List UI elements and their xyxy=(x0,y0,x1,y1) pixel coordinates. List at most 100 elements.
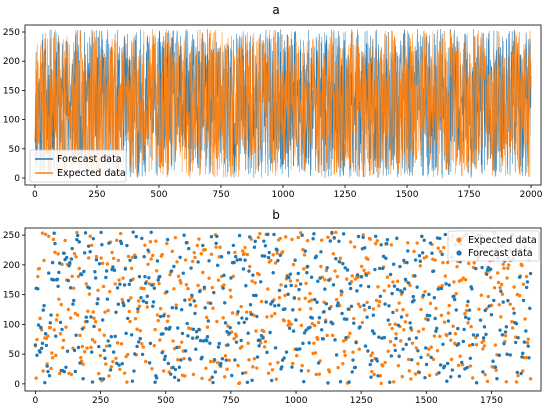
chart-b-point-forecast-data xyxy=(415,285,419,289)
chart-b-point-expected-data xyxy=(402,328,406,332)
chart-b-point-forecast-data xyxy=(521,298,526,303)
chart-b-point-forecast-data xyxy=(193,311,197,316)
chart-b-point-forecast-data xyxy=(166,361,171,366)
chart-b-point-expected-data xyxy=(84,282,88,286)
chart-b-point-expected-data xyxy=(486,294,491,299)
chart-b-point-forecast-data xyxy=(492,298,496,303)
chart-b-point-forecast-data xyxy=(475,333,480,337)
chart-b-point-forecast-data xyxy=(42,303,46,308)
chart-b-point-forecast-data xyxy=(245,380,250,384)
chart-b-point-forecast-data xyxy=(68,286,73,290)
chart-b-point-forecast-data xyxy=(470,342,475,347)
chart-b-point-expected-data xyxy=(101,261,105,265)
chart-b-point-forecast-data xyxy=(424,346,428,350)
chart-b-point-expected-data xyxy=(99,256,103,260)
chart-b-point-forecast-data xyxy=(501,300,505,304)
chart-b-point-forecast-data xyxy=(520,355,524,359)
chart-b-point-forecast-data xyxy=(87,286,92,290)
chart-b-point-expected-data xyxy=(370,369,374,374)
chart-b-point-expected-data xyxy=(312,323,317,328)
chart-b-point-expected-data xyxy=(452,280,456,284)
chart-b-point-forecast-data xyxy=(219,254,224,259)
chart-b-point-forecast-data xyxy=(268,330,272,335)
chart-b-point-forecast-data xyxy=(462,327,466,332)
chart-b-point-forecast-data xyxy=(104,275,108,280)
chart-b-point-forecast-data xyxy=(242,320,246,325)
chart-b-point-forecast-data xyxy=(250,378,254,383)
chart-b-point-forecast-data xyxy=(506,298,510,303)
chart-b-point-expected-data xyxy=(270,368,275,372)
chart-b-point-expected-data xyxy=(54,353,58,358)
chart-b-point-expected-data xyxy=(153,327,157,332)
chart-b-point-expected-data xyxy=(156,318,160,323)
chart-b-point-forecast-data xyxy=(136,307,140,311)
chart-b-point-forecast-data xyxy=(241,267,246,271)
chart-b-point-forecast-data xyxy=(75,233,80,238)
chart-b-point-forecast-data xyxy=(449,375,453,379)
chart-a-x-tick-label-1000: 1000 xyxy=(272,190,295,200)
chart-b-point-forecast-data xyxy=(298,347,302,351)
chart-b-point-forecast-data xyxy=(83,251,87,255)
chart-b-point-forecast-data xyxy=(270,299,275,304)
chart-b-point-expected-data xyxy=(414,346,419,350)
chart-b-point-expected-data xyxy=(61,345,65,350)
chart-b-point-expected-data xyxy=(53,250,57,254)
chart-b-point-expected-data xyxy=(214,245,218,249)
chart-b-point-expected-data xyxy=(187,297,192,302)
chart-b-point-expected-data xyxy=(223,375,227,379)
chart-b-point-forecast-data xyxy=(381,266,385,271)
chart-b-point-forecast-data xyxy=(273,304,277,308)
chart-b-point-forecast-data xyxy=(221,286,225,290)
chart-b-point-forecast-data xyxy=(312,297,317,302)
chart-b-point-expected-data xyxy=(56,252,60,256)
chart-b-point-expected-data xyxy=(146,262,150,266)
chart-b-point-forecast-data xyxy=(197,289,202,294)
chart-b-point-forecast-data xyxy=(325,266,329,270)
chart-b-point-forecast-data xyxy=(86,244,91,248)
chart-b-point-expected-data xyxy=(118,231,123,236)
chart-b-point-forecast-data xyxy=(247,269,251,273)
chart-b-point-expected-data xyxy=(310,322,315,326)
chart-b-point-forecast-data xyxy=(470,287,474,291)
chart-b-point-expected-data xyxy=(129,266,134,271)
chart-b-point-expected-data xyxy=(239,304,243,309)
chart-b-point-forecast-data xyxy=(68,261,72,265)
chart-b-point-forecast-data xyxy=(288,272,293,276)
chart-b-point-expected-data xyxy=(243,245,247,250)
chart-b-point-expected-data xyxy=(365,300,369,305)
chart-b-point-forecast-data xyxy=(251,273,255,277)
chart-b-point-forecast-data xyxy=(36,323,41,327)
chart-b-point-forecast-data xyxy=(75,237,79,242)
chart-b-point-expected-data xyxy=(446,311,451,315)
chart-b-point-forecast-data xyxy=(366,349,370,353)
chart-b-point-expected-data xyxy=(526,337,530,341)
chart-b-point-forecast-data xyxy=(61,251,66,255)
chart-b-point-forecast-data xyxy=(327,278,331,282)
chart-b-point-forecast-data xyxy=(308,325,312,329)
chart-b-point-forecast-data xyxy=(168,325,172,330)
chart-b-point-forecast-data xyxy=(442,364,447,368)
chart-b-point-forecast-data xyxy=(145,294,149,298)
chart-b-point-expected-data xyxy=(439,313,444,318)
chart-b-point-forecast-data xyxy=(212,357,217,362)
chart-b-point-forecast-data xyxy=(359,275,364,279)
chart-b-point-forecast-data xyxy=(448,331,452,336)
chart-b-point-expected-data xyxy=(467,343,472,348)
chart-b-point-expected-data xyxy=(233,250,237,255)
chart-b-point-expected-data xyxy=(182,356,186,361)
chart-b-point-expected-data xyxy=(215,361,220,365)
chart-b-point-expected-data xyxy=(374,298,379,303)
chart-b-point-expected-data xyxy=(142,286,146,291)
chart-a-x-tick-label-500: 500 xyxy=(150,190,167,200)
chart-b-point-forecast-data xyxy=(51,278,56,282)
chart-b-point-forecast-data xyxy=(223,321,228,325)
chart-b-point-forecast-data xyxy=(420,234,424,239)
chart-b-point-forecast-data xyxy=(390,291,394,296)
chart-b-point-expected-data xyxy=(58,332,63,336)
chart-b-x-tick-label-1500: 1500 xyxy=(415,396,438,405)
chart-b-point-forecast-data xyxy=(452,294,456,298)
chart-b-point-expected-data xyxy=(203,247,207,252)
chart-b-point-forecast-data xyxy=(122,283,127,287)
chart-b-legend-box xyxy=(447,230,540,262)
